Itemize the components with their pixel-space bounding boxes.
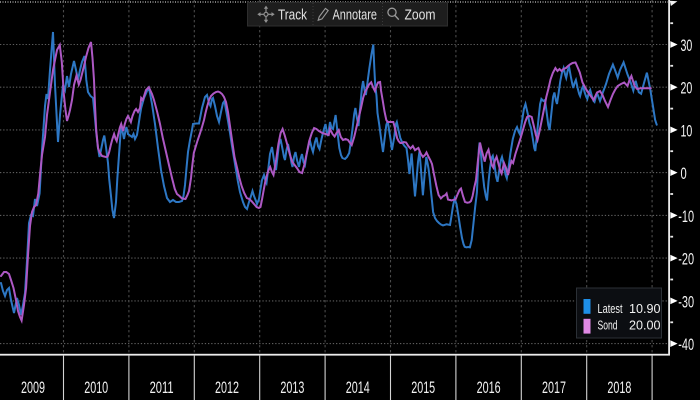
svg-text:-10: -10 bbox=[678, 207, 694, 226]
svg-text:2009: 2009 bbox=[21, 378, 45, 397]
svg-text:-20: -20 bbox=[678, 250, 694, 269]
svg-text:2013: 2013 bbox=[280, 378, 304, 397]
svg-text:30: 30 bbox=[681, 36, 693, 55]
svg-text:20.00: 20.00 bbox=[629, 318, 661, 333]
svg-text:Track: Track bbox=[278, 6, 307, 23]
svg-text:2011: 2011 bbox=[150, 378, 174, 397]
svg-text:-30: -30 bbox=[678, 292, 694, 311]
svg-text:0: 0 bbox=[681, 164, 687, 183]
svg-text:2010: 2010 bbox=[84, 378, 108, 397]
svg-text:2014: 2014 bbox=[346, 378, 370, 397]
svg-text:10.90: 10.90 bbox=[629, 301, 661, 316]
svg-text:20: 20 bbox=[681, 79, 693, 98]
svg-text:2018: 2018 bbox=[607, 378, 631, 397]
svg-text:10: 10 bbox=[681, 121, 693, 140]
svg-text:Zoom: Zoom bbox=[405, 6, 436, 23]
svg-text:2017: 2017 bbox=[542, 378, 566, 397]
svg-text:2012: 2012 bbox=[215, 378, 239, 397]
svg-text:Latest: Latest bbox=[598, 301, 623, 316]
svg-text:2016: 2016 bbox=[477, 378, 501, 397]
svg-text:Sond: Sond bbox=[598, 318, 618, 333]
svg-text:-40: -40 bbox=[678, 335, 694, 354]
svg-text:2015: 2015 bbox=[411, 378, 435, 397]
svg-text:Annotare: Annotare bbox=[333, 6, 378, 23]
